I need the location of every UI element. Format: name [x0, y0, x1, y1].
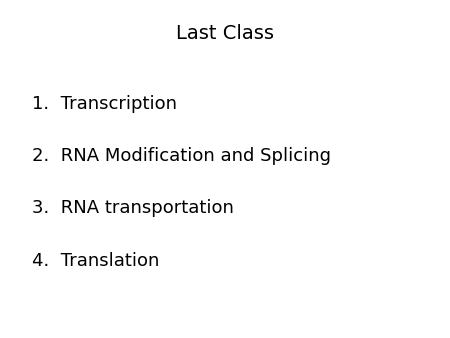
Text: 4.  Translation: 4. Translation	[32, 252, 159, 270]
Text: 2.  RNA Modification and Splicing: 2. RNA Modification and Splicing	[32, 147, 330, 165]
Text: 3.  RNA transportation: 3. RNA transportation	[32, 199, 234, 217]
Text: 1.  Transcription: 1. Transcription	[32, 95, 176, 113]
Text: Last Class: Last Class	[176, 24, 274, 43]
